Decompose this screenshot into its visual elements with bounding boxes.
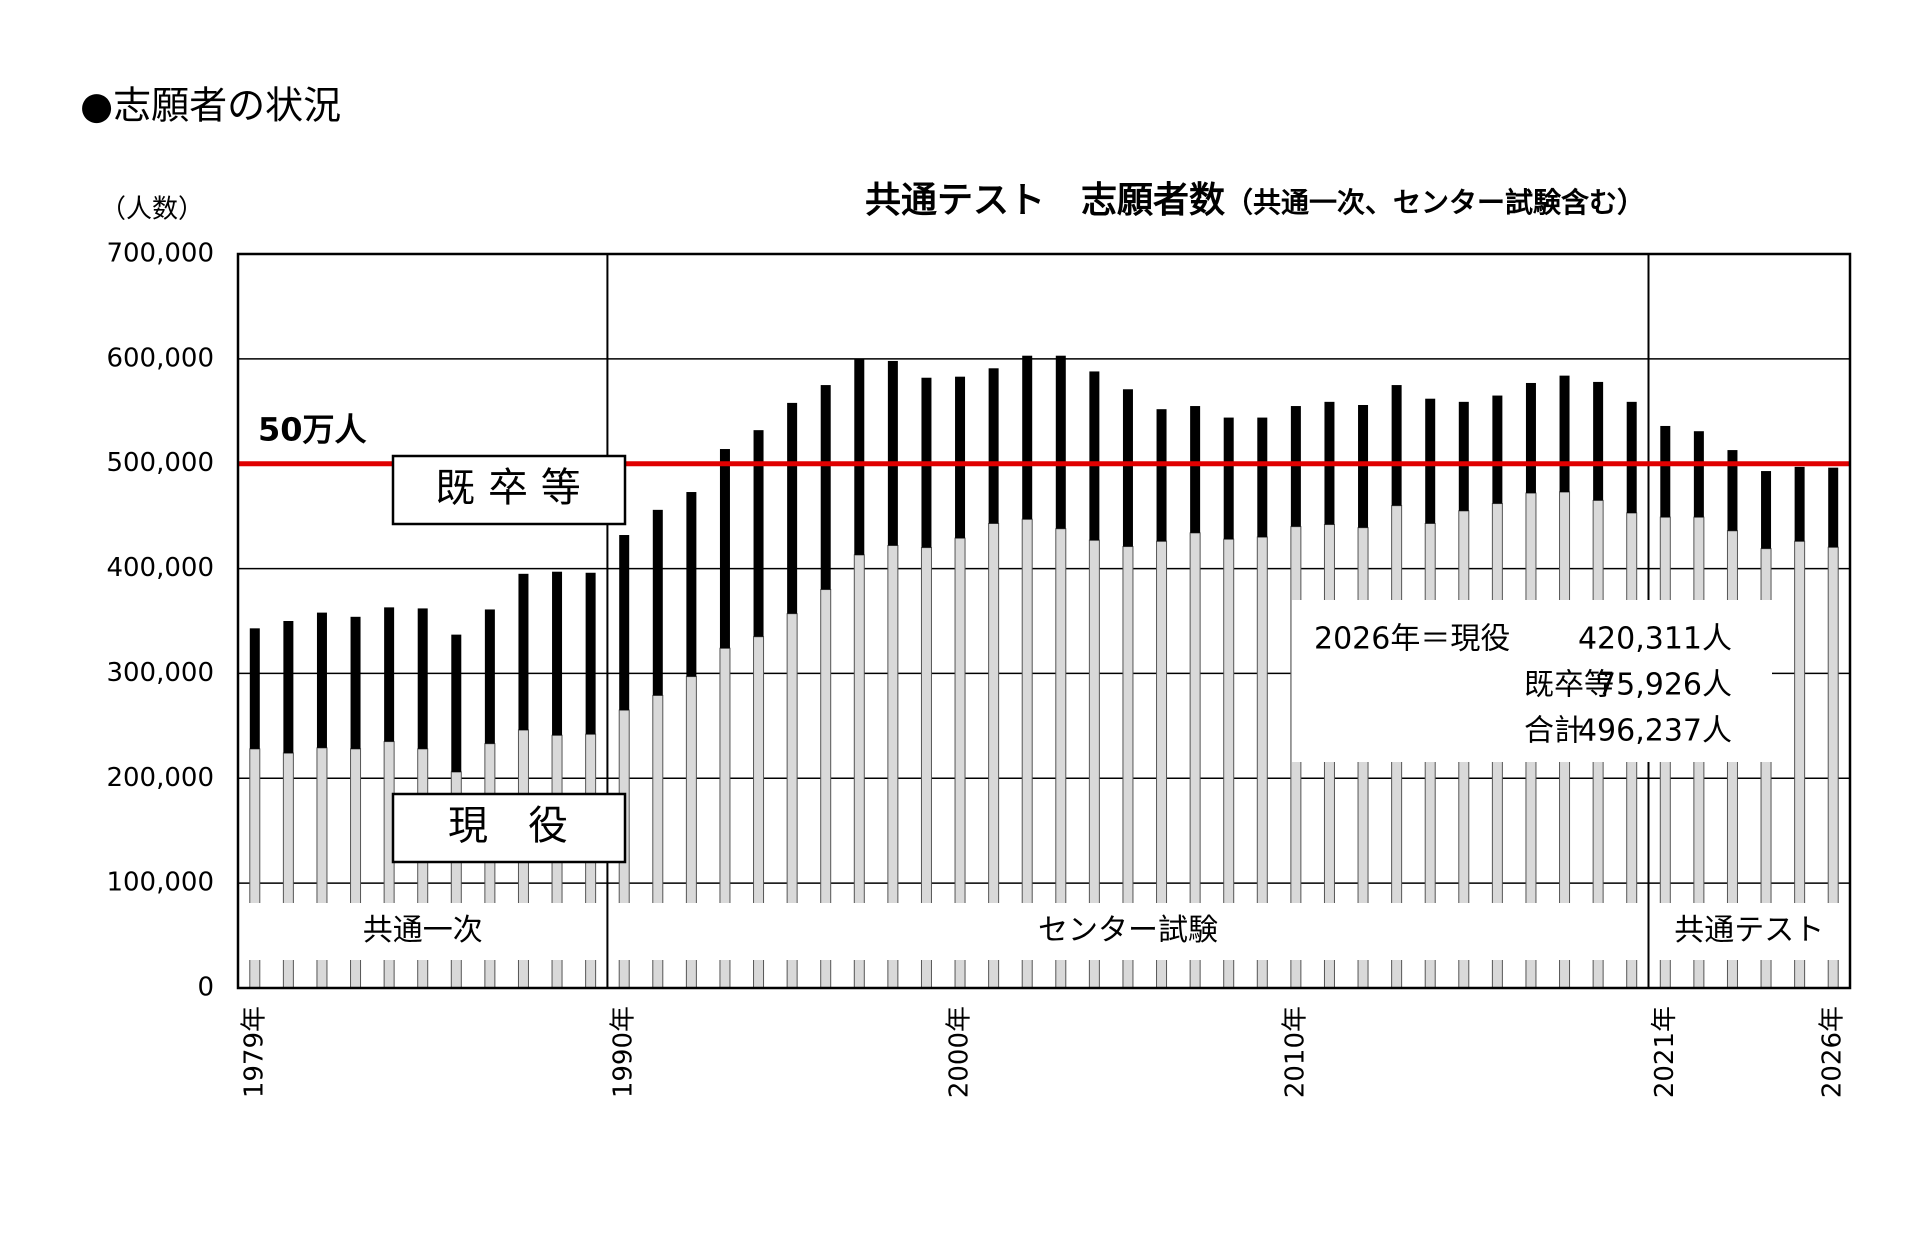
bar-segment [552,571,563,736]
bar-segment [585,572,596,735]
bar-segment [1190,406,1201,533]
x-tick-label: 2010年 [1280,1006,1310,1098]
y-tick-label: 500,000 [106,448,214,478]
bar-segment [384,607,395,742]
bar-segment [719,449,730,649]
y-tick-label: 700,000 [106,239,214,269]
y-tick-label: 600,000 [106,343,214,373]
bar-segment [1660,425,1671,518]
annotation-value: 496,237人 [1578,714,1732,749]
x-tick-label: 1990年 [609,1006,639,1098]
bar-segment [1693,431,1704,518]
page-title: ●志願者の状況 [80,84,341,128]
bar-segment [820,385,831,590]
y-tick-label: 200,000 [106,763,214,793]
x-tick-label: 2000年 [945,1006,975,1098]
bar-segment [686,492,697,677]
bar-segment [955,376,966,539]
reference-label: 50万人 [258,411,367,449]
bar-segment [1022,355,1033,520]
y-tick-label: 0 [197,973,214,1003]
bar-segment [854,358,865,555]
era-label: 共通テスト [1674,913,1824,948]
bar-segment [1055,355,1066,529]
bar-segment [518,573,529,731]
bar-segment [249,628,260,749]
bar-segment [283,621,294,754]
y-axis-label: （人数） [100,195,204,225]
bar-segment [1727,450,1738,531]
plot-frame [236,252,1852,990]
bar-segment [1794,466,1805,542]
x-tick-label: 2026年 [1818,1006,1848,1098]
annotation-text: 2026年＝現役 [1314,622,1510,657]
x-tick-label: 1979年 [239,1006,269,1098]
bar-segment [1089,371,1100,541]
x-tick-label: 2021年 [1650,1006,1680,1098]
bar-segment [417,608,428,749]
era-label: 共通一次 [363,913,483,948]
legend-label: 既 卒 等 [435,465,580,511]
bar-segment [1525,382,1536,494]
bar-segment [1626,401,1637,513]
bar-segment [1458,401,1469,511]
annotation-value: 420,311人 [1578,622,1732,657]
annotation-text: 既卒等 [1524,668,1614,703]
bar-segment [316,612,327,748]
bar-segment [1828,467,1839,548]
era-band [238,903,1850,960]
bar-segment [1358,404,1369,528]
bar-segment [1290,406,1301,527]
bar-segment [1122,389,1133,547]
legend-label: 現 役 [448,803,568,849]
y-tick-label: 300,000 [106,658,214,688]
legend-box [391,454,627,526]
bar-segment [1761,471,1772,549]
bar-segment [753,430,764,637]
bar-segment [350,616,361,749]
legend-box [391,792,627,864]
chart-title: 共通テスト 志願者数 [865,180,1225,221]
bar-segment [988,368,999,524]
annotation-text: 合計 [1524,714,1584,749]
bar-segment [887,360,898,546]
bar-segment [1223,417,1234,540]
annotation-box [1292,600,1772,762]
bar-segment [1156,409,1167,542]
annotation-value: 75,926人 [1597,668,1732,703]
bar-segment [1492,395,1503,504]
bar-segment [1559,375,1570,493]
bar-segment [451,634,462,772]
bar-segment [1257,417,1268,538]
bar-segment [652,509,663,696]
y-tick-label: 100,000 [106,868,214,898]
bar-segment [1391,385,1402,506]
y-tick-label: 400,000 [106,553,214,583]
chart-subtitle: （共通一次、センター試験含む） [1225,186,1645,219]
bar-segment [1593,381,1604,501]
bar-segment [484,609,495,744]
era-label: センター試験 [1038,913,1218,948]
bar-segment [787,402,798,614]
bar-segment [619,535,630,711]
bar-segment [1425,398,1436,524]
